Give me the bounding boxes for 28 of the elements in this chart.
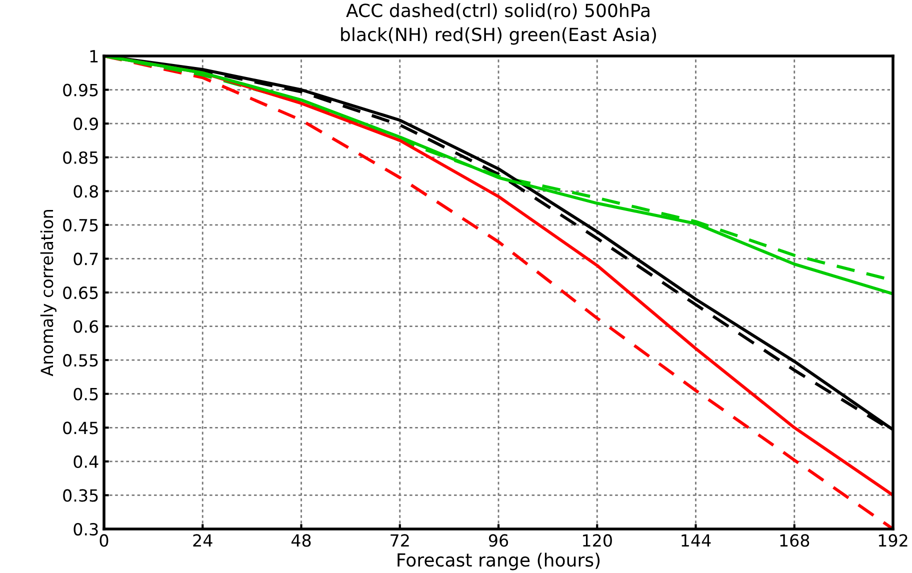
x-tick-label: 96 — [488, 534, 508, 547]
y-tick-label: 0.85 — [63, 151, 98, 164]
x-axis-title: Forecast range (hours) — [398, 552, 600, 570]
x-tick-label: 0 — [100, 534, 108, 547]
y-tick-label: 0.75 — [63, 218, 98, 232]
y-axis-title: Anomaly correlation — [40, 210, 56, 376]
chart-subtitle: black(NH) red(SH) green(East Asia) — [341, 27, 656, 45]
y-tick-label: 1 — [90, 50, 98, 62]
y-tick-label: 0.4 — [74, 455, 98, 468]
y-tick-label: 0.8 — [74, 185, 98, 198]
y-tick-label: 0.65 — [63, 286, 98, 300]
y-tick-label: 0.7 — [74, 252, 98, 266]
y-tick-label: 0.6 — [74, 320, 98, 333]
y-tick-label: 0.45 — [63, 422, 98, 434]
x-tick-label: 48 — [291, 534, 311, 547]
y-tick-label: 0.3 — [74, 522, 98, 536]
y-tick-label: 0.9 — [74, 118, 98, 130]
x-tick-label: 120 — [583, 534, 612, 547]
chart-title: ACC dashed(ctrl) solid(ro) 500hPa — [346, 3, 650, 20]
y-tick-label: 0.95 — [63, 84, 98, 96]
x-tick-label: 144 — [682, 534, 711, 547]
x-tick-label: 72 — [390, 534, 409, 547]
x-tick-label: 24 — [193, 534, 212, 547]
x-tick-label: 192 — [878, 534, 908, 547]
y-tick-label: 0.5 — [74, 388, 98, 400]
y-tick-label: 0.55 — [63, 354, 98, 367]
x-tick-label: 168 — [780, 534, 810, 547]
y-tick-label: 0.35 — [63, 489, 98, 502]
